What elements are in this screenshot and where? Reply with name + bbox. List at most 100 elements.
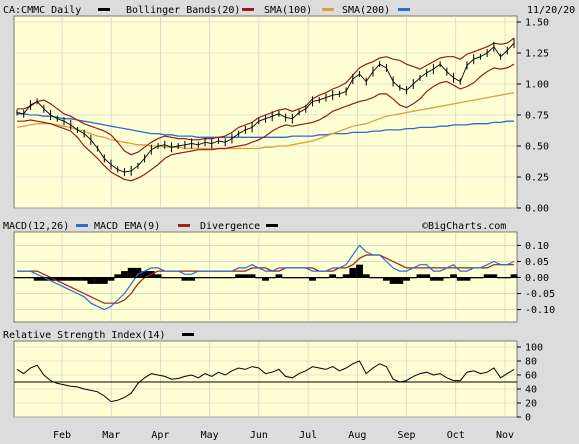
divergence-bar — [463, 277, 471, 281]
divergence-bar — [275, 274, 283, 278]
sma200-label: SMA(200) — [342, 5, 390, 16]
divergence-bar — [154, 274, 162, 278]
rsi-series-group — [14, 360, 517, 403]
rsi-label: Relative Strength Index(14) — [3, 330, 166, 341]
divergence-bar — [309, 277, 316, 281]
divergence-bar — [47, 277, 54, 281]
divergence-bar — [40, 277, 48, 281]
divergence-bar — [100, 277, 108, 284]
macd-label: MACD(12,26) — [3, 221, 69, 232]
divergence-bar — [382, 277, 390, 281]
macd-line — [17, 244, 515, 311]
x-tick-label: Oct — [447, 430, 465, 441]
symbol-label: CA:CMMC Daily — [3, 5, 81, 16]
chart-date: 11/20/20 — [527, 5, 575, 16]
x-tick-label: Jun — [250, 430, 268, 441]
divergence-bar — [262, 277, 269, 281]
rsi-line — [16, 360, 515, 403]
divergence-bar — [416, 274, 424, 278]
x-tick-label: Feb — [53, 430, 71, 441]
price-panel — [13, 15, 518, 209]
macd-ema-label: MACD EMA(9) — [94, 221, 160, 232]
divergence-bar — [483, 274, 491, 278]
x-tick-label: Sep — [398, 430, 416, 441]
divergence-bar — [114, 274, 122, 278]
divergence-bar — [121, 271, 128, 278]
divergence-bar — [423, 274, 431, 278]
x-tick-label: Mar — [102, 430, 120, 441]
divergence-bar — [127, 267, 135, 278]
divergence-bar — [389, 277, 397, 284]
divergence-bar — [60, 277, 68, 281]
x-tick-label: Aug — [348, 430, 366, 441]
divergence-bar — [33, 277, 41, 281]
y-tick-label: 0.05 — [525, 257, 549, 268]
sma100-line — [16, 92, 515, 150]
macd-legend-swatch — [76, 224, 88, 227]
y-tick-label: 0.75 — [525, 111, 549, 122]
divergence-bar — [510, 274, 518, 278]
divergence-bar — [436, 277, 444, 281]
divergence-bar — [362, 274, 370, 278]
divergence-bar — [141, 271, 149, 278]
price-series-group — [16, 37, 515, 182]
y-tick-label: 0.00 — [525, 273, 549, 284]
x-tick-label: May — [201, 430, 219, 441]
macd-series-group — [13, 244, 518, 311]
bollinger-label: Bollinger Bands(20) — [126, 5, 240, 16]
divergence-bar — [134, 267, 142, 278]
y-tick-label: -0.05 — [525, 289, 555, 300]
y-tick-label: 60 — [525, 371, 537, 382]
divergence-label: Divergence — [200, 221, 260, 232]
macd-ema-line — [17, 254, 514, 304]
divergence-bar — [67, 277, 75, 281]
divergence-bar — [356, 264, 363, 278]
divergence-bar — [329, 274, 337, 278]
x-tick-label: Jul — [299, 430, 317, 441]
divergence-bar — [74, 277, 81, 281]
divergence-bar — [342, 274, 350, 278]
divergence-bar — [430, 277, 437, 281]
y-tick-label: -0.10 — [525, 305, 555, 316]
divergence-bar — [235, 274, 243, 278]
divergence-bar — [53, 277, 61, 281]
y-tick-label: 0.25 — [525, 173, 549, 184]
bollinger-lower-line — [17, 63, 515, 182]
rsi-panel — [13, 340, 518, 418]
divergence-bar — [87, 277, 95, 284]
divergence-bar — [188, 277, 196, 281]
sma100-legend-swatch — [322, 8, 334, 11]
divergence-bar — [248, 274, 256, 278]
divergence-bar — [450, 274, 457, 278]
divergence-bar — [349, 267, 357, 278]
sma100-label: SMA(100) — [264, 5, 312, 16]
divergence-bar — [181, 277, 189, 281]
divergence-bar — [94, 277, 101, 284]
watermark: ©BigCharts.com — [422, 221, 506, 232]
price-line — [16, 42, 515, 173]
y-tick-label: 0 — [525, 413, 531, 424]
x-tick-label: Apr — [151, 430, 169, 441]
divergence-bar — [403, 277, 410, 281]
macd-ema-legend-swatch — [178, 224, 190, 227]
divergence-legend-swatch — [266, 224, 278, 227]
y-tick-label: 1.25 — [525, 49, 549, 60]
symbol-legend-swatch — [98, 8, 110, 11]
y-tick-label: 20 — [525, 399, 537, 410]
divergence-bar — [241, 274, 249, 278]
sma200-line — [17, 113, 514, 138]
y-tick-label: 100 — [525, 343, 543, 354]
bollinger-legend-swatch — [242, 8, 254, 11]
rsi-legend-swatch — [182, 333, 194, 336]
y-tick-label: 0.50 — [525, 142, 549, 153]
axis-labels: Feb Mar Apr May Jun Jul Aug Sep Oct Nov 1.50 1.25 1.… — [53, 18, 555, 442]
divergence-bar — [107, 277, 115, 281]
y-tick-label: 80 — [525, 357, 537, 368]
sma200-legend-swatch — [398, 8, 410, 11]
y-tick-label: 40 — [525, 385, 537, 396]
y-tick-label: 0.10 — [525, 241, 549, 252]
y-tick-label: 1.00 — [525, 80, 549, 91]
divergence-bar — [396, 277, 404, 284]
